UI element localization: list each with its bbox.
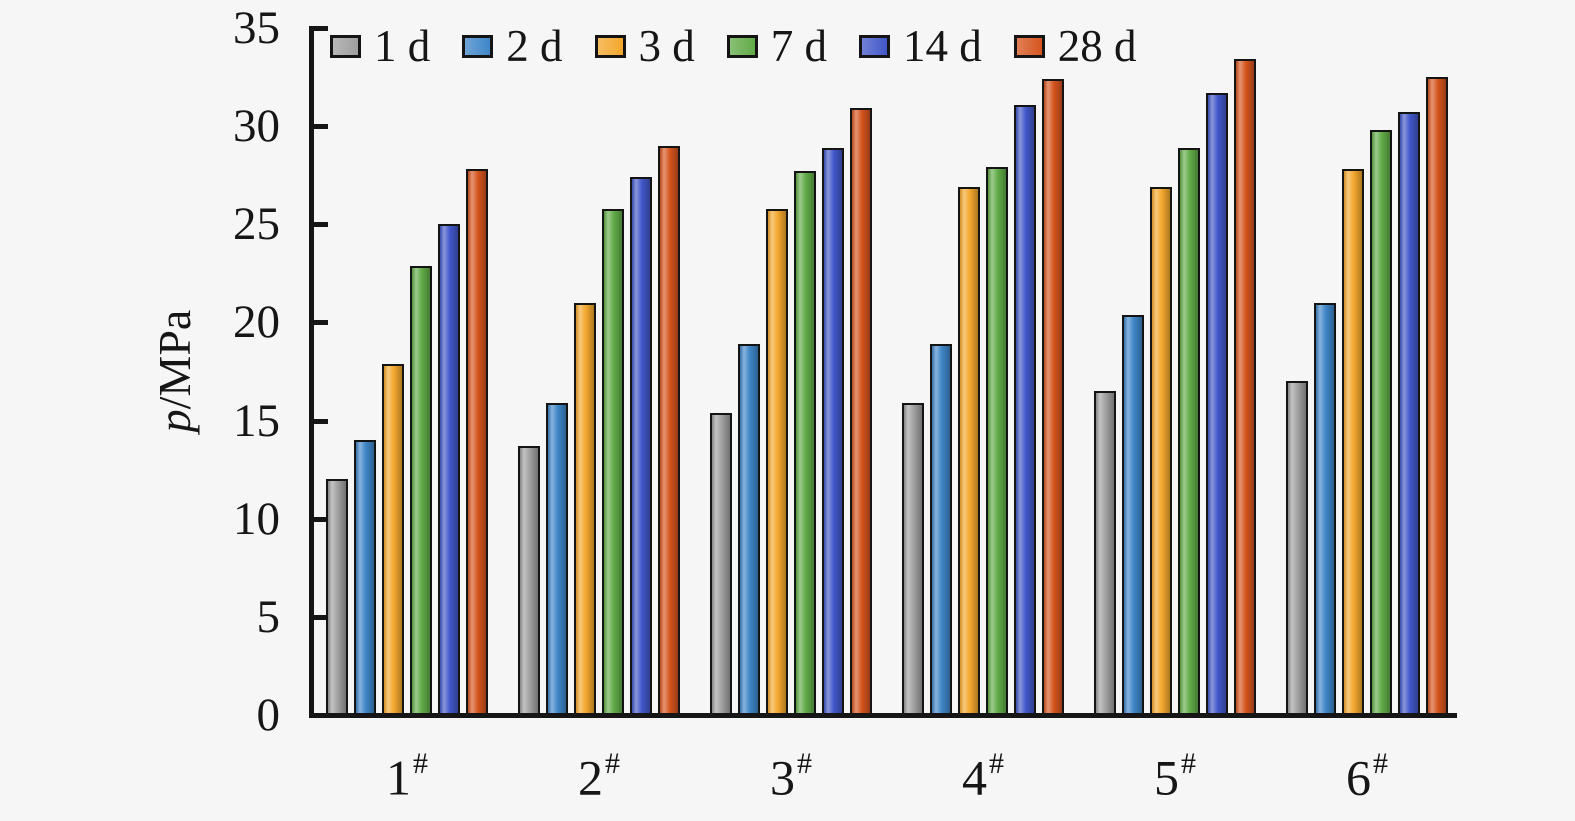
bar-1#-1d (326, 479, 348, 717)
legend-swatch-3d (594, 34, 626, 58)
y-tick-label-25: 25 (233, 198, 280, 251)
y-axis-line (309, 26, 314, 717)
legend-label-1d: 1 d (374, 21, 431, 71)
bar-1#-2d (354, 440, 376, 717)
x-tick-label-5: 5# (1154, 747, 1196, 806)
x-tick-label-4: 4# (962, 747, 1004, 806)
bar-6#-1d (1286, 381, 1308, 717)
bar-6#-28d (1426, 77, 1448, 717)
legend-swatch-1d (330, 34, 361, 58)
bar-5#-7d (1178, 147, 1200, 717)
x-tick-label-2: 2# (578, 747, 620, 806)
legend-swatch-28d (1013, 34, 1045, 58)
bar-3#-3d (766, 208, 788, 717)
bar-6#-14d (1398, 112, 1420, 717)
bar-2#-2d (546, 402, 568, 717)
y-tick-mark-15 (314, 418, 328, 424)
bar-3#-14d (822, 147, 844, 717)
legend: 1 d 2 d 3 d 7 d 14 d 28 d (330, 22, 1137, 70)
y-tick-label-5: 5 (256, 590, 281, 643)
bar-5#-14d (1206, 92, 1228, 717)
legend-label-28d: 28 d (1057, 21, 1137, 71)
legend-item-1d: 1 d (330, 22, 430, 70)
bar-2#-7d (602, 208, 624, 717)
y-tick-mark-20 (314, 320, 328, 326)
legend-label-3d: 3 d (638, 21, 695, 71)
legend-item-2d: 2 d (462, 21, 563, 71)
bar-3#-28d (850, 108, 872, 717)
y-tick-label-30: 30 (233, 100, 280, 153)
legend-swatch-7d (726, 34, 758, 58)
y-tick-mark-35 (314, 26, 328, 31)
bar-4#-3d (958, 186, 980, 717)
bar-3#-1d (710, 412, 732, 717)
bar-2#-1d (518, 446, 540, 717)
bar-4#-7d (986, 167, 1008, 717)
bar-4#-28d (1042, 79, 1064, 717)
legend-item-3d: 3 d (594, 21, 695, 71)
bar-1#-7d (410, 265, 432, 717)
x-tick-label-1: 1# (386, 747, 428, 806)
y-tick-label-0: 0 (256, 689, 281, 741)
bar-6#-2d (1314, 302, 1336, 717)
legend-item-28d: 28 d (1013, 21, 1137, 71)
bar-2#-3d (574, 302, 596, 717)
legend-label-2d: 2 d (506, 21, 563, 71)
y-tick-mark-30 (314, 124, 328, 130)
y-tick-label-20: 20 (233, 296, 280, 349)
bar-1#-3d (382, 363, 404, 717)
bar-5#-28d (1234, 59, 1256, 717)
bar-3#-7d (794, 171, 816, 717)
bar-2#-14d (630, 177, 652, 717)
bar-5#-3d (1150, 186, 1172, 717)
bar-5#-1d (1094, 391, 1116, 717)
legend-label-14d: 14 d (903, 21, 982, 71)
bar-4#-1d (902, 402, 924, 717)
bar-1#-14d (438, 224, 460, 717)
legend-swatch-2d (462, 34, 494, 58)
bar-5#-2d (1122, 314, 1144, 717)
y-tick-label-15: 15 (233, 394, 280, 447)
y-tick-label-35: 35 (233, 2, 280, 54)
y-tick-label-10: 10 (233, 492, 280, 545)
y-tick-mark-10 (314, 516, 328, 522)
x-tick-label-3: 3# (770, 747, 812, 806)
bar-6#-7d (1370, 130, 1392, 717)
legend-item-14d: 14 d (859, 22, 982, 70)
x-tick-label-6: 6# (1346, 747, 1388, 806)
y-tick-mark-25 (314, 222, 328, 228)
bar-1#-28d (466, 169, 488, 717)
bar-4#-2d (930, 344, 952, 717)
legend-label-7d: 7 d (770, 21, 827, 71)
bar-3#-2d (738, 344, 760, 717)
x-axis-line (309, 713, 1457, 718)
y-tick-mark-5 (314, 614, 328, 620)
bar-4#-14d (1014, 104, 1036, 717)
bar-6#-3d (1342, 169, 1364, 717)
legend-swatch-14d (859, 34, 890, 58)
legend-item-7d: 7 d (726, 21, 827, 71)
bar-2#-28d (658, 145, 680, 717)
